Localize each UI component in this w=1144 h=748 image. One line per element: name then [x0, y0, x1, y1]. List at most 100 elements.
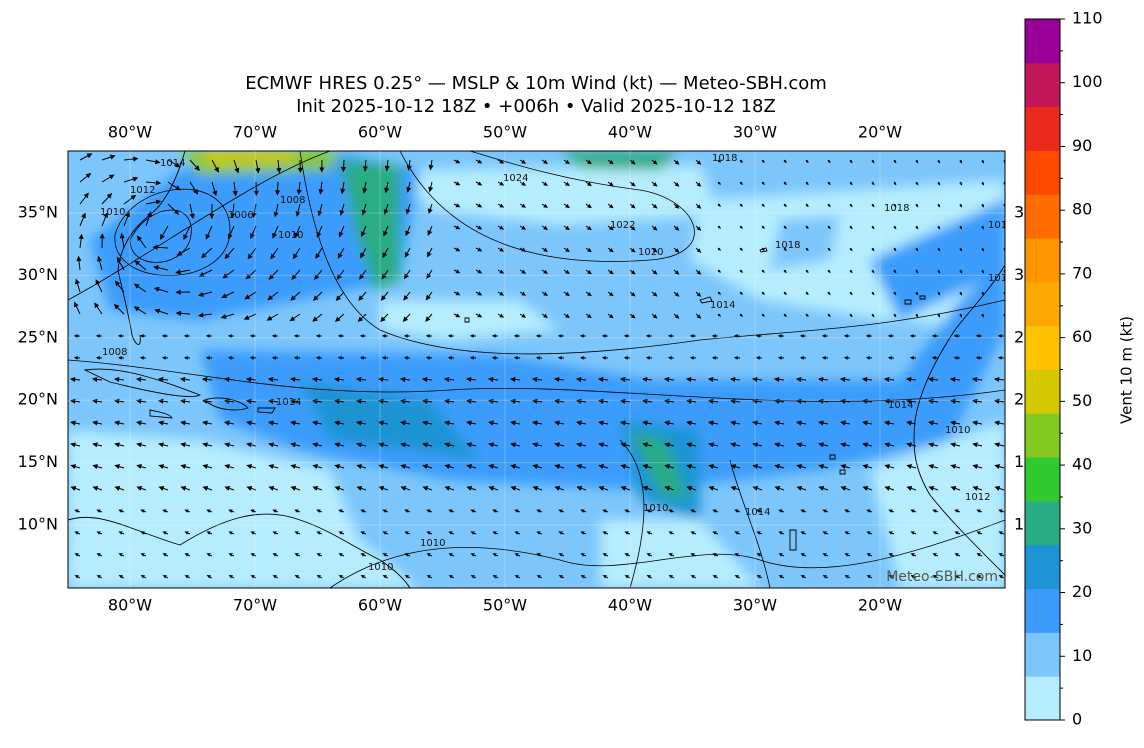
wind-arrow — [994, 442, 1005, 448]
wind-arrow — [79, 192, 89, 205]
wind-arrow — [795, 376, 807, 382]
wind-arrow — [268, 486, 279, 491]
wind-arrow — [206, 575, 213, 579]
lat-label: 20°N — [18, 390, 58, 409]
wind-arrow — [206, 509, 213, 513]
wind-arrow — [712, 553, 719, 557]
wind-arrow — [641, 398, 653, 404]
wind-arrow — [580, 575, 587, 579]
wind-arrow — [402, 313, 411, 322]
wind-arrow — [470, 531, 477, 535]
wind-arrow — [532, 420, 543, 426]
wind-arrow — [497, 269, 505, 274]
wind-arrow — [400, 486, 411, 491]
lat-label-fragment: 1 — [1014, 515, 1024, 534]
wind-arrow — [777, 334, 785, 338]
wind-arrow — [695, 247, 702, 253]
wind-arrow — [839, 376, 851, 382]
wind-arrow — [827, 313, 831, 318]
wind-arrow — [972, 420, 983, 426]
wind-arrow — [509, 376, 521, 382]
wind-arrow — [871, 269, 875, 274]
wind-arrow — [927, 398, 939, 404]
wind-arrow — [290, 420, 301, 426]
wind-arrow — [563, 159, 570, 165]
wind-arrow — [317, 203, 323, 217]
wind-arrow — [862, 486, 873, 491]
wind-arrow — [959, 181, 963, 186]
wind-arrow — [646, 553, 653, 557]
wind-arrow — [563, 313, 570, 319]
wind-arrow — [96, 553, 103, 557]
wind-arrow — [316, 225, 323, 238]
wind-arrow — [294, 225, 301, 239]
wind-arrow — [159, 225, 169, 240]
wind-arrow — [531, 398, 543, 404]
lon-label-top: 80°W — [108, 123, 152, 142]
wind-arrow — [998, 509, 1005, 513]
wind-arrow — [422, 420, 433, 426]
wind-arrow — [189, 181, 199, 195]
wind-arrow — [338, 531, 345, 535]
wind-arrow — [293, 334, 301, 338]
wind-arrow — [975, 334, 983, 338]
wind-arrow — [690, 531, 697, 535]
wind-arrow — [717, 159, 721, 163]
wind-arrow — [92, 420, 103, 426]
wind-arrow — [250, 509, 257, 513]
wind-arrow — [673, 313, 680, 319]
wind-arrow — [99, 233, 105, 249]
wind-arrow — [821, 355, 829, 360]
contour-label: 1010 — [278, 230, 303, 241]
contour-label: 1014 — [745, 507, 770, 518]
wind-arrow — [184, 575, 191, 579]
wind-arrow — [362, 159, 368, 172]
wind-arrow — [664, 442, 675, 448]
wind-arrow — [915, 159, 919, 164]
lon-label-top: 20°W — [858, 123, 902, 142]
wind-arrow — [695, 269, 702, 275]
wind-arrow — [575, 398, 587, 404]
wind-arrow — [910, 531, 917, 535]
wind-arrow — [92, 442, 103, 448]
wind-arrow — [96, 531, 103, 535]
wind-arrow — [271, 355, 279, 360]
wind-arrow — [910, 553, 917, 557]
wind-arrow — [959, 313, 963, 318]
wind-arrow — [158, 420, 169, 426]
wind-arrow — [849, 247, 853, 252]
wind-arrow — [686, 464, 697, 470]
wind-arrow — [598, 464, 609, 470]
wind-arrow — [206, 531, 213, 535]
wind-arrow — [712, 531, 719, 535]
wind-arrow — [994, 420, 1005, 426]
wind-arrow — [729, 398, 741, 404]
wind-arrow — [175, 289, 191, 295]
wind-arrow — [355, 398, 367, 404]
wind-arrow — [739, 181, 743, 185]
wind-arrow — [333, 398, 345, 404]
wind-arrow — [497, 291, 505, 296]
wind-arrow — [783, 225, 787, 230]
wind-arrow — [998, 553, 1005, 557]
wind-arrow — [641, 376, 653, 382]
wind-arrow — [646, 531, 653, 535]
wind-arrow — [224, 420, 235, 426]
watermark: Meteo-SBH.com — [886, 569, 998, 585]
wind-arrow — [270, 247, 279, 260]
wind-arrow — [585, 181, 592, 187]
contour-label: 1022 — [610, 220, 635, 231]
wind-arrow — [403, 355, 411, 360]
wind-arrow — [123, 176, 139, 183]
wind-arrow — [686, 420, 697, 426]
wind-arrow — [739, 225, 743, 229]
wind-arrow — [532, 464, 543, 470]
wind-arrow — [74, 509, 81, 513]
wind-arrow — [97, 255, 103, 271]
wind-arrow — [915, 291, 919, 296]
wind-arrow — [179, 376, 191, 382]
contour-label: 1006 — [228, 210, 253, 221]
wind-arrow — [840, 442, 851, 448]
wind-arrow — [541, 291, 549, 296]
wind-arrow — [233, 159, 240, 174]
